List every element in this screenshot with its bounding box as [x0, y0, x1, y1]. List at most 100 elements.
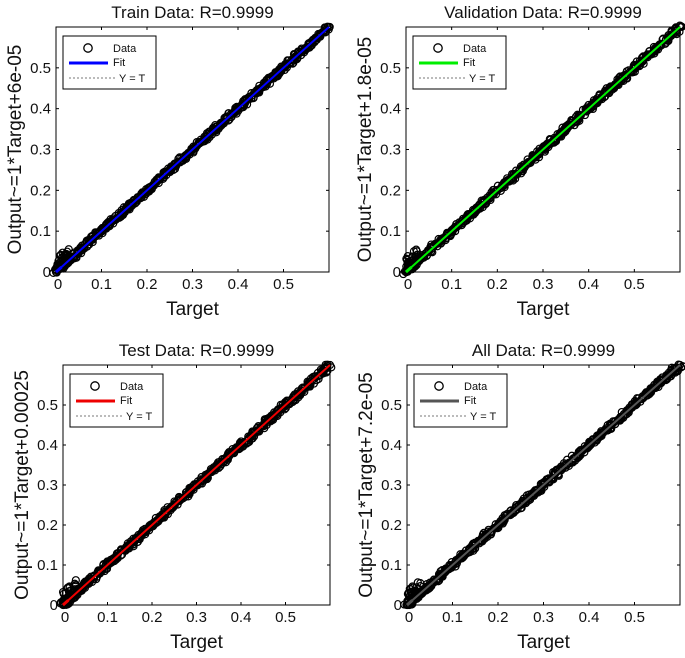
data-point	[607, 420, 616, 430]
fit-line	[405, 26, 681, 273]
data-point	[281, 400, 290, 410]
data-point	[413, 578, 422, 587]
data-point	[97, 227, 106, 236]
data-point	[402, 600, 412, 610]
data-point	[103, 560, 112, 570]
y-tick-label: 0.1	[381, 557, 402, 574]
data-point	[637, 58, 646, 67]
data-point	[631, 398, 640, 408]
data-point	[56, 263, 65, 273]
data-point	[412, 583, 421, 592]
legend-fit-label: Fit	[464, 395, 476, 407]
legend-identity-label: Y = T	[126, 411, 152, 423]
data-point	[561, 124, 570, 134]
y-tick-label: 0.3	[30, 142, 51, 159]
y-tick-label: 0.2	[381, 517, 402, 534]
legend-data-label: Data	[464, 381, 488, 393]
plot-panel-1: 0 0.1 0.2 0.3 0.4 0.5 0 0.1 0.2 0.3 0.4 0.5 Data Fit Y…	[5, 3, 334, 320]
x-tick-label: 0.5	[275, 609, 296, 626]
data-point	[71, 581, 81, 590]
data-point	[325, 360, 335, 370]
data-point	[406, 263, 415, 273]
data-point	[63, 247, 72, 256]
data-point	[401, 267, 411, 277]
data-point	[425, 580, 434, 590]
x-tick-label: 0.3	[186, 609, 207, 626]
y-axis-label: Output~=1*Target+0.00025	[12, 370, 33, 600]
data-point	[142, 186, 152, 195]
plot-title: Test Data: R=0.9999	[119, 341, 274, 360]
y-tick-label: 0	[50, 597, 58, 614]
data-point	[607, 84, 616, 93]
y-tick-label: 0.1	[37, 557, 58, 574]
x-tick-label: 0.4	[231, 609, 252, 626]
x-tick-label: 0.5	[624, 609, 645, 626]
data-point	[402, 254, 411, 263]
data-point	[236, 440, 246, 450]
plot-panel-2: 0 0.1 0.2 0.3 0.4 0.5 0 0.1 0.2 0.3 0.4 0.5 Data Fit Y…	[355, 3, 685, 320]
data-point	[499, 516, 508, 525]
x-tick-label: 0.2	[488, 609, 509, 626]
data-point	[413, 259, 422, 268]
data-point	[220, 117, 230, 126]
y-tick-label: 0.4	[37, 437, 58, 454]
y-tick-label: 0	[394, 597, 402, 614]
legend-data-label: Data	[463, 43, 487, 55]
data-point	[259, 420, 268, 430]
data-point	[192, 480, 201, 490]
legend: Data Fit Y = T	[69, 373, 164, 428]
y-axis-label: Output~=1*Target+6e-05	[5, 45, 26, 255]
x-tick-label: 0.2	[142, 609, 163, 626]
x-tick-label: 0.4	[228, 276, 249, 293]
data-point	[239, 100, 248, 109]
data-point	[51, 267, 61, 277]
plot-title: Validation Data: R=0.9999	[444, 3, 642, 22]
data-point	[424, 247, 433, 256]
data-point	[653, 43, 662, 52]
y-tick-label: 0.2	[30, 182, 51, 199]
data-point	[233, 104, 243, 113]
x-tick-label: 0.1	[442, 609, 463, 626]
data-point	[675, 22, 685, 32]
fit-line	[62, 364, 331, 606]
legend-identity-label: Y = T	[119, 73, 145, 85]
y-tick-label: 0	[43, 264, 51, 281]
data-point	[516, 500, 525, 510]
data-point	[493, 520, 503, 530]
legend-fit-label: Fit	[120, 395, 132, 407]
data-point	[448, 560, 457, 570]
x-tick-label: 0.3	[182, 276, 203, 293]
y-axis-label: Output~=1*Target+7.2e-05	[356, 372, 377, 598]
data-point	[493, 186, 502, 195]
data-point	[653, 380, 662, 390]
data-point	[406, 584, 415, 594]
data-point	[413, 250, 422, 259]
fit-line	[55, 26, 330, 273]
data-point	[324, 22, 334, 32]
legend-fit-label: Fit	[463, 57, 475, 69]
data-point	[539, 480, 548, 490]
x-axis-label: Target	[517, 299, 571, 320]
fit-line-origin	[405, 265, 413, 274]
data-point	[147, 520, 157, 530]
x-tick-label: 0.4	[578, 276, 599, 293]
plot-title: Train Data: R=0.9999	[111, 3, 273, 22]
data-point	[576, 111, 585, 120]
legend-data-marker	[83, 43, 93, 53]
y-tick-label: 0.5	[30, 60, 51, 77]
legend-data-marker	[90, 381, 100, 391]
data-point	[120, 206, 129, 215]
data-point	[214, 460, 223, 470]
data-point	[516, 165, 525, 175]
legend-data-marker	[434, 381, 444, 391]
legend: Data Fit Y = T	[412, 35, 507, 90]
data-point	[302, 43, 311, 52]
plot-title: All Data: R=0.9999	[472, 341, 615, 360]
data-point	[165, 165, 174, 175]
legend-data-label: Data	[113, 43, 137, 55]
data-point	[203, 132, 213, 141]
data-point	[71, 576, 80, 585]
x-tick-label: 0	[61, 609, 69, 626]
